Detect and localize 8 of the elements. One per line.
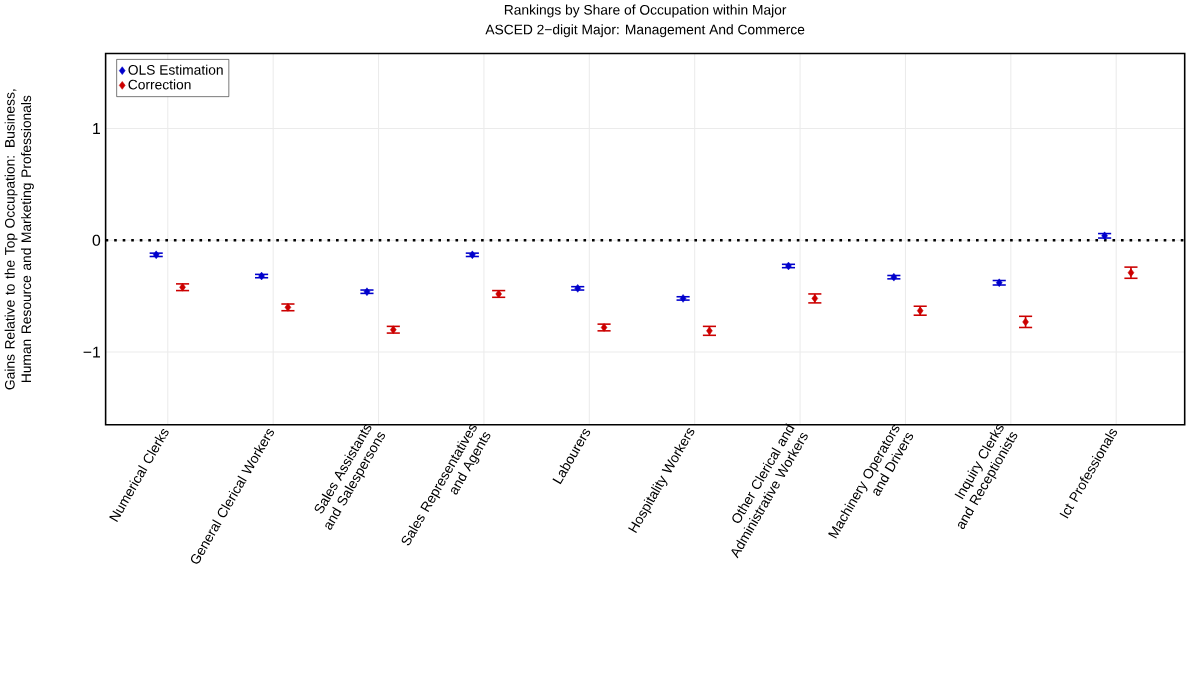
y-axis-title: Gains Relative to the Top Occupation: Business, Human Resource and Marketing Professionals (4, 89, 34, 390)
legend-label: Correction (128, 79, 191, 90)
y-tick-label: 0 (92, 234, 101, 246)
chart-title: Rankings by Share of Occupation within Major (504, 4, 787, 18)
y-tick-label: −1 (83, 346, 100, 358)
chart-subtitle: ASCED 2−digit Major: Management And Commerce (485, 24, 805, 38)
y-tick-label: 1 (93, 123, 100, 134)
legend-label: OLS Estimation (128, 64, 223, 75)
